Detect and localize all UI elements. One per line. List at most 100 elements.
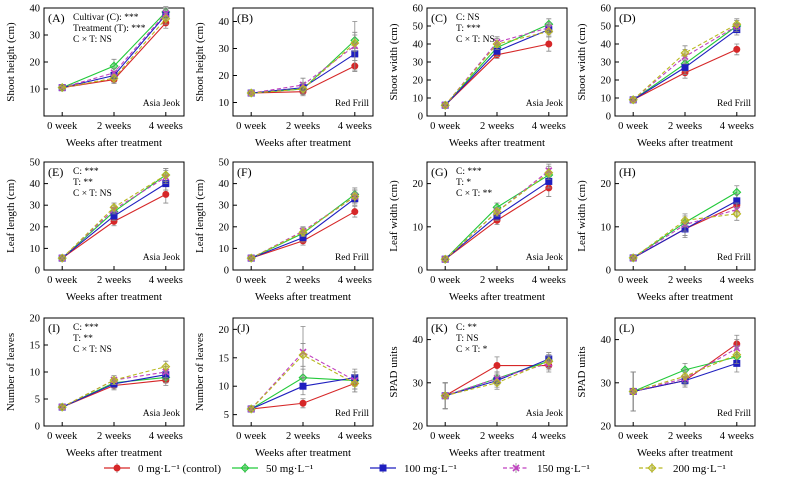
data-point — [440, 100, 450, 110]
series-200 — [628, 206, 742, 263]
x-axis-title: Weeks after treatment — [449, 447, 545, 459]
y-tick-label: 15 — [219, 353, 230, 364]
x-tick-label: 2 weeks — [480, 121, 514, 132]
data-point — [544, 26, 554, 36]
x-tick-label: 0 week — [618, 431, 649, 442]
y-tick-label: 10 — [601, 94, 612, 105]
data-point — [161, 170, 171, 180]
stat-annotation: T: NS — [456, 334, 479, 344]
stat-annotation: T: * — [456, 178, 471, 188]
data-point — [493, 362, 501, 370]
data-point — [351, 208, 359, 216]
series-line — [250, 193, 356, 259]
data-point — [246, 404, 256, 414]
y-tick-label: 30 — [601, 378, 612, 389]
x-tick-label: 0 week — [236, 275, 267, 286]
series-200 — [440, 354, 554, 410]
y-tick-label: 40 — [219, 179, 230, 190]
y-tick-label: 15 — [30, 341, 41, 352]
x-tick-label: 4 weeks — [338, 431, 372, 442]
y-axis-title: Leaf width (cm) — [576, 180, 588, 252]
y-tick-label: 0 — [35, 266, 40, 277]
panel-label: (G) — [431, 165, 448, 179]
legend-marker — [240, 463, 250, 473]
cultivar-note: Asia Jeok — [526, 253, 563, 263]
cultivar-note: Red Frill — [335, 409, 369, 419]
panel-A: 10 20 30 40 0 week 2 weeks 4 weeks Weeks after … — [5, 4, 185, 149]
y-tick-label: 50 — [30, 158, 41, 169]
y-tick-label: 30 — [30, 31, 41, 42]
legend-label: 100 mg·L⁻¹ — [404, 463, 457, 475]
data-point — [109, 202, 119, 212]
x-tick-label: 4 weeks — [720, 121, 754, 132]
data-point — [732, 209, 742, 219]
error-bar — [630, 371, 636, 412]
data-point — [57, 253, 67, 263]
y-tick-label: 40 — [30, 4, 41, 15]
panel-D: 0 10 20 30 40 50 60 0 week 2 weeks 4 weeks Weeks a… — [576, 4, 756, 149]
data-point — [492, 378, 502, 388]
x-axis-title: Weeks after treatment — [66, 447, 162, 459]
series-line — [61, 176, 167, 259]
y-axis-title: Leaf length (cm) — [194, 179, 206, 253]
y-tick-label: 10 — [30, 244, 41, 255]
panel-K: 20 30 40 0 week 2 weeks 4 weeks Weeks after tr… — [388, 317, 568, 459]
data-point — [299, 399, 307, 407]
y-tick-label: 10 — [601, 222, 612, 233]
y-tick-label: 30 — [30, 201, 41, 212]
data-point — [628, 253, 638, 263]
x-axis-title: Weeks after treatment — [66, 291, 162, 303]
series-200 — [246, 189, 360, 263]
x-tick-label: 0 week — [236, 431, 267, 442]
cultivar-note: Red Frill — [717, 409, 751, 419]
x-tick-label: 2 weeks — [668, 275, 702, 286]
x-tick-label: 0 week — [47, 275, 78, 286]
data-point — [298, 84, 308, 94]
stat-annotation: Cultivar (C): *** — [73, 12, 139, 23]
y-tick-label: 10 — [219, 98, 230, 109]
panel-label: (D) — [619, 11, 636, 25]
y-tick-label: 0 — [606, 112, 611, 123]
y-axis-title: SPAD units — [388, 346, 400, 397]
error-bar — [682, 45, 688, 61]
stat-annotation: C × T: ** — [456, 189, 492, 199]
data-point — [732, 350, 742, 360]
stat-annotation: T: ** — [73, 178, 93, 188]
y-axis-title: Shoot width (cm) — [388, 23, 400, 100]
y-tick-label: 20 — [601, 179, 612, 190]
y-tick-label: 20 — [219, 71, 230, 82]
data-point — [298, 350, 308, 360]
x-tick-label: 0 week — [47, 431, 78, 442]
x-tick-label: 4 weeks — [338, 121, 372, 132]
y-tick-label: 40 — [413, 335, 424, 346]
data-point — [544, 356, 554, 366]
series-line — [251, 42, 356, 94]
y-tick-label: 20 — [219, 222, 230, 233]
panel-H: 0 10 20 0 week 2 weeks 4 weeks Weeks after tre… — [576, 161, 756, 303]
data-point — [109, 375, 119, 385]
y-tick-label: 5 — [224, 410, 229, 421]
y-axis-title: Shoot width (cm) — [576, 23, 588, 100]
x-axis-title: Weeks after treatment — [449, 291, 545, 303]
stat-annotation: C × T: NS — [73, 345, 112, 355]
x-tick-label: 2 weeks — [480, 431, 514, 442]
x-tick-label: 4 weeks — [532, 431, 566, 442]
data-point — [680, 215, 690, 225]
series-150 — [247, 189, 359, 262]
panel-label: (H) — [619, 165, 636, 179]
x-tick-label: 0 week — [618, 275, 649, 286]
stat-annotation: C: *** — [456, 167, 482, 177]
data-point — [680, 371, 690, 381]
panel-I: 0 5 10 15 20 0 week 2 weeks 4 weeks Weeks after … — [5, 314, 185, 459]
x-tick-label: 0 week — [430, 121, 461, 132]
x-tick-label: 2 weeks — [286, 275, 320, 286]
x-tick-label: 2 weeks — [668, 121, 702, 132]
legend-marker — [113, 464, 121, 472]
data-point — [492, 39, 502, 49]
y-tick-label: 60 — [413, 4, 424, 15]
data-point — [298, 227, 308, 237]
y-tick-label: 10 — [413, 94, 424, 105]
panel-label: (B) — [237, 11, 253, 25]
x-axis-title: Weeks after treatment — [255, 291, 351, 303]
x-tick-label: 4 weeks — [149, 431, 183, 442]
